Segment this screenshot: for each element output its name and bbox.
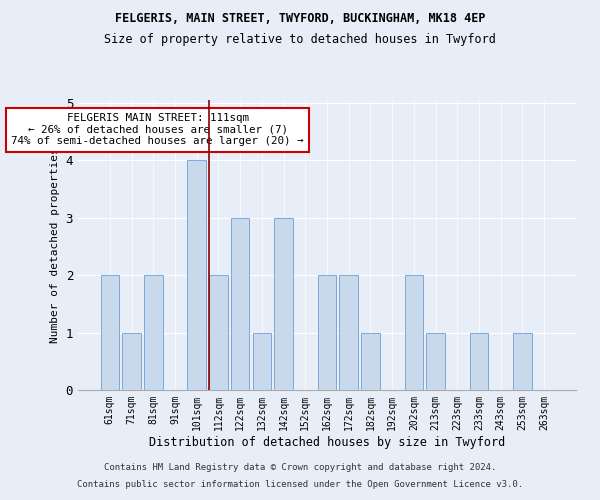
Bar xyxy=(361,332,380,390)
Bar xyxy=(513,332,532,390)
Bar xyxy=(404,275,423,390)
Bar xyxy=(231,218,250,390)
Bar xyxy=(122,332,141,390)
Bar xyxy=(274,218,293,390)
Y-axis label: Number of detached properties: Number of detached properties xyxy=(50,147,60,343)
Text: FELGERIS MAIN STREET: 111sqm
← 26% of detached houses are smaller (7)
74% of sem: FELGERIS MAIN STREET: 111sqm ← 26% of de… xyxy=(11,113,304,146)
Text: Contains public sector information licensed under the Open Government Licence v3: Contains public sector information licen… xyxy=(77,480,523,489)
Bar xyxy=(318,275,336,390)
Text: Size of property relative to detached houses in Twyford: Size of property relative to detached ho… xyxy=(104,32,496,46)
Bar xyxy=(253,332,271,390)
Bar xyxy=(144,275,163,390)
Text: FELGERIS, MAIN STREET, TWYFORD, BUCKINGHAM, MK18 4EP: FELGERIS, MAIN STREET, TWYFORD, BUCKINGH… xyxy=(115,12,485,26)
X-axis label: Distribution of detached houses by size in Twyford: Distribution of detached houses by size … xyxy=(149,436,505,448)
Text: Contains HM Land Registry data © Crown copyright and database right 2024.: Contains HM Land Registry data © Crown c… xyxy=(104,464,496,472)
Bar xyxy=(470,332,488,390)
Bar xyxy=(209,275,227,390)
Bar xyxy=(187,160,206,390)
Bar xyxy=(101,275,119,390)
Bar xyxy=(340,275,358,390)
Bar xyxy=(427,332,445,390)
